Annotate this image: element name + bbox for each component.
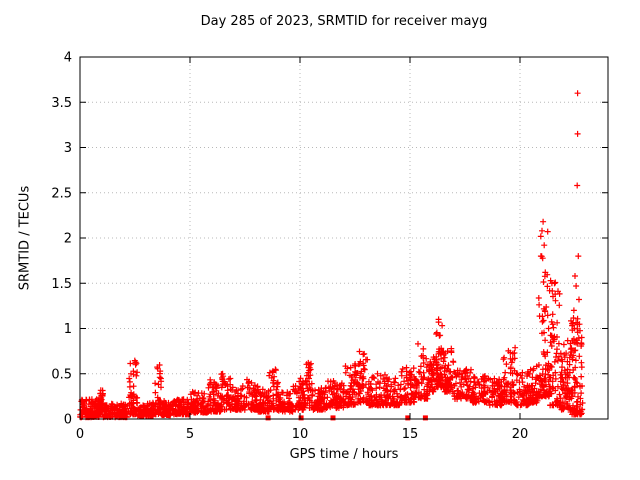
chart-title: Day 285 of 2023, SRMTID for receiver may… [200, 14, 488, 29]
x-tick-label: 10 [292, 427, 309, 442]
y-tick-label: 3 [64, 141, 72, 156]
x-tick-label: 15 [402, 427, 419, 442]
scatter-points [77, 90, 586, 421]
event-markers [265, 415, 428, 421]
y-tick-label: 3.5 [51, 96, 72, 111]
tick-marks [79, 56, 608, 420]
y-tick-label: 2.5 [51, 186, 72, 201]
grid-lines [80, 57, 608, 419]
y-tick-label: 4 [64, 51, 72, 66]
y-tick-label: 1 [64, 322, 72, 337]
y-tick-label: 2 [64, 232, 72, 247]
y-tick-label: 1.5 [51, 277, 72, 292]
x-tick-label: 0 [76, 427, 84, 442]
y-tick-label: 0.5 [51, 367, 72, 382]
x-axis-label: GPS time / hours [289, 447, 399, 462]
y-tick-label: 0 [64, 413, 72, 428]
x-tick-label: 20 [512, 427, 529, 442]
x-tick-label: 5 [186, 427, 194, 442]
y-axis-label: SRMTID / TECUs [17, 185, 33, 291]
